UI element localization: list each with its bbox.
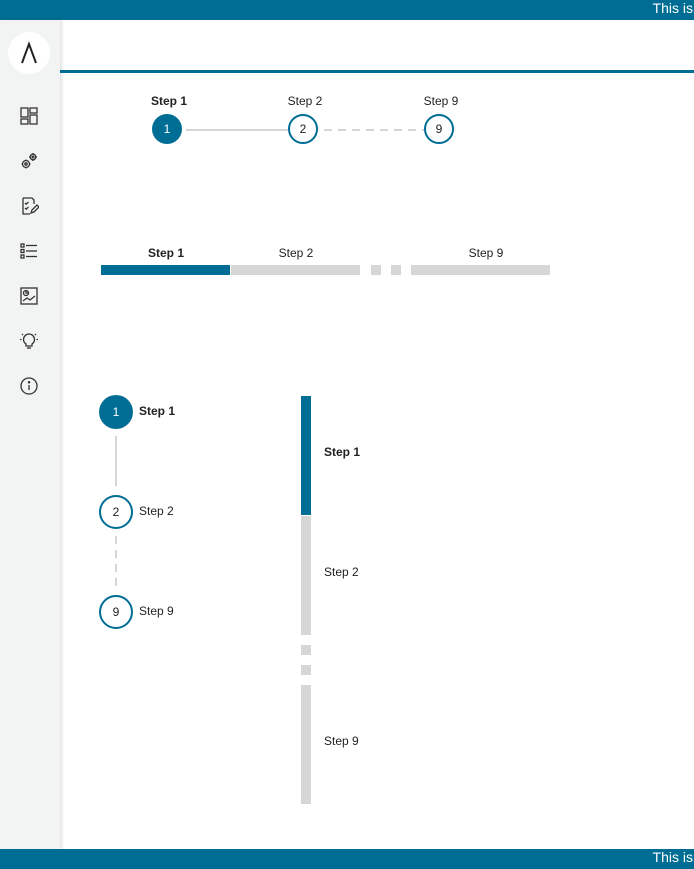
top-banner-text: This is xyxy=(653,0,693,20)
sidebar-item-report[interactable] xyxy=(18,285,40,307)
vbar-step-2[interactable] xyxy=(301,516,311,635)
vertical-connector xyxy=(115,436,117,486)
list-icon xyxy=(19,241,39,261)
logo-caret-icon xyxy=(19,41,39,65)
bar-gap-dot xyxy=(371,265,381,275)
sidebar-item-dashboard[interactable] xyxy=(18,105,40,127)
gears-icon xyxy=(19,151,39,171)
logo[interactable] xyxy=(8,32,50,74)
step-connector xyxy=(186,129,288,131)
sidebar-item-list[interactable] xyxy=(18,240,40,262)
step-connector-dashed xyxy=(324,129,424,131)
vbar-step-label: Step 2 xyxy=(324,565,359,579)
bar-step-label: Step 2 xyxy=(279,246,314,260)
step-label: Step 2 xyxy=(288,94,323,108)
vstep-circle-9[interactable]: 9 xyxy=(99,595,133,629)
report-icon xyxy=(19,286,39,306)
bar-step-1[interactable] xyxy=(101,265,230,275)
dashboard-icon xyxy=(19,106,39,126)
header-divider xyxy=(60,70,694,73)
sidebar-item-settings[interactable] xyxy=(18,150,40,172)
step-label: Step 9 xyxy=(424,94,459,108)
step-circle-2[interactable]: 2 xyxy=(288,114,318,144)
top-banner: This is xyxy=(0,0,694,20)
vbar-gap-dot xyxy=(301,645,311,655)
sidebar-item-info[interactable] xyxy=(18,375,40,397)
info-icon xyxy=(19,376,39,396)
step-circle-9[interactable]: 9 xyxy=(424,114,454,144)
sidebar-item-ideas[interactable] xyxy=(18,330,40,352)
vstep-circle-1[interactable]: 1 xyxy=(99,395,133,429)
vstep-label: Step 9 xyxy=(139,604,174,618)
step-label: Step 1 xyxy=(151,94,187,108)
vstep-label: Step 2 xyxy=(139,504,174,518)
bar-gap-dot xyxy=(391,265,401,275)
step-circle-1[interactable]: 1 xyxy=(152,114,182,144)
bottom-banner: This is xyxy=(0,849,694,869)
bottom-banner-text: This is xyxy=(653,849,693,869)
checklist-edit-icon xyxy=(19,196,39,216)
vbar-gap-dot xyxy=(301,665,311,675)
vbar-step-label: Step 9 xyxy=(324,734,359,748)
bar-step-label: Step 9 xyxy=(469,246,504,260)
vbar-step-9[interactable] xyxy=(301,685,311,804)
bar-step-9[interactable] xyxy=(421,265,550,275)
vstep-label: Step 1 xyxy=(139,404,175,418)
sidebar xyxy=(0,20,60,849)
bar-gap-dot xyxy=(411,265,421,275)
vbar-step-label: Step 1 xyxy=(324,445,360,459)
bar-step-label: Step 1 xyxy=(148,246,184,260)
vstep-circle-2[interactable]: 2 xyxy=(99,495,133,529)
vertical-connector-dashed xyxy=(115,536,117,586)
vbar-step-1[interactable] xyxy=(301,396,311,515)
lightbulb-icon xyxy=(19,331,39,351)
bar-step-2[interactable] xyxy=(231,265,360,275)
sidebar-item-checklist[interactable] xyxy=(18,195,40,217)
